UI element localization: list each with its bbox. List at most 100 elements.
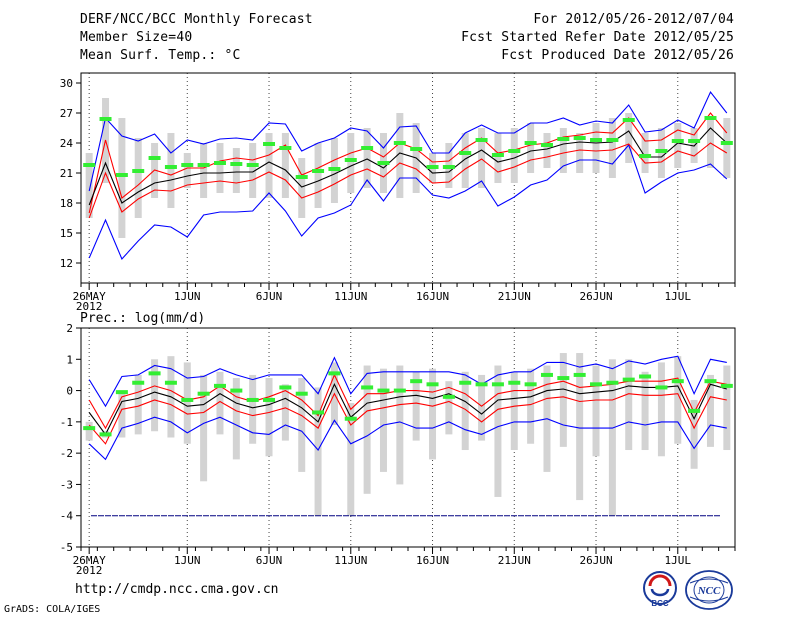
- prec-observed-mark: [426, 382, 439, 387]
- temp-observed-mark: [671, 139, 684, 143]
- prec-spread-box: [445, 381, 453, 435]
- temp-max-line: [88, 90, 728, 192]
- prec-x-tick-label: 26JUN: [579, 554, 612, 567]
- prec-spread-box: [608, 359, 616, 516]
- temp-observed-mark: [115, 173, 128, 177]
- prec-observed-mark: [590, 382, 603, 387]
- temp-spread-box: [281, 133, 289, 198]
- prec-spread-box: [690, 399, 698, 469]
- prec-spread-box: [347, 403, 355, 516]
- temp-spread-box: [543, 133, 551, 168]
- prec-observed-mark: [720, 383, 733, 388]
- prec-observed-mark: [688, 408, 701, 413]
- prec-observed-mark: [557, 376, 570, 381]
- temp-observed-mark: [688, 139, 701, 143]
- prec-observed-mark: [475, 382, 488, 387]
- prec-spread-box: [379, 368, 387, 472]
- temp-spread-box: [674, 123, 682, 168]
- prec-spread-box: [510, 371, 518, 451]
- temp-y-tick-label: 18: [60, 197, 73, 210]
- temp-observed-mark: [328, 167, 341, 171]
- prec-observed-mark: [246, 397, 259, 402]
- temp-y-tick-label: 24: [60, 137, 74, 150]
- temp-x-tick-label: 26JUN: [579, 290, 612, 303]
- prec-year-label: 2012: [76, 564, 103, 577]
- temp-spread-box: [576, 133, 584, 173]
- prec-x-tick-label: 1JUL: [665, 554, 692, 567]
- source-url[interactable]: http://cmdp.ncc.cma.gov.cn: [75, 582, 279, 597]
- temp-spread-box: [298, 158, 306, 218]
- prec-observed-mark: [148, 371, 161, 376]
- prec-mean-line: [88, 382, 727, 436]
- upper-panel-variable: Mean Surf. Temp.: °C: [80, 48, 241, 63]
- prec-spread-box: [723, 365, 731, 451]
- prec-spread-box: [527, 368, 535, 444]
- temp-observed-mark: [410, 147, 423, 151]
- temp-y-tick-label: 21: [60, 167, 73, 180]
- temp-x-tick-label: 1JUL: [665, 290, 692, 303]
- refer-date: Fcst Started Refer Date 2012/05/25: [461, 30, 734, 45]
- temp-observed-mark: [540, 143, 553, 147]
- temp-min-line: [88, 143, 728, 261]
- prec-spread-box: [592, 365, 600, 457]
- prec-observed-mark: [573, 372, 586, 377]
- temp-observed-mark: [426, 165, 439, 169]
- temp-observed-mark: [361, 146, 374, 150]
- prec-observed-mark: [230, 388, 243, 393]
- temp-spread-box: [232, 148, 240, 193]
- prec-observed-mark: [99, 432, 112, 437]
- temp-observed-mark: [213, 161, 226, 165]
- prec-observed-mark: [704, 379, 717, 384]
- prec-x-tick-label: 1JUN: [174, 554, 201, 567]
- temp-spread-box: [510, 128, 518, 183]
- temp-spread-box: [249, 143, 257, 198]
- prec-spread-box: [314, 387, 322, 516]
- prec-y-tick-label: -2: [60, 447, 73, 460]
- prec-observed-mark: [263, 397, 276, 402]
- prec-spread-box: [396, 365, 404, 485]
- prec-spread-box: [216, 371, 224, 435]
- prec-y-tick-label: 0: [66, 385, 73, 398]
- temp-spread-box: [396, 113, 404, 198]
- temp-mean-line: [88, 127, 728, 206]
- prec-spread-box: [183, 362, 191, 444]
- prec-plot-frame: [80, 327, 736, 548]
- prec-spread-box: [298, 378, 306, 472]
- svg-text:NCC: NCC: [697, 585, 721, 597]
- temp-y-tick-label: 27: [60, 107, 73, 120]
- prec-lower-line: [88, 392, 727, 445]
- prec-spread-box: [249, 374, 257, 444]
- temp-spread-box: [625, 113, 633, 163]
- temp-spread-box: [216, 143, 224, 193]
- temp-observed-mark: [590, 138, 603, 142]
- forecast-range: For 2012/05/26-2012/07/04: [533, 12, 734, 27]
- prec-observed-mark: [442, 394, 455, 399]
- temp-spread-box: [265, 133, 273, 198]
- temp-observed-mark: [148, 156, 161, 160]
- prec-spread-box: [625, 359, 633, 451]
- temp-spread-box: [592, 123, 600, 173]
- prec-spread-box: [657, 362, 665, 457]
- chart-title: DERF/NCC/BCC Monthly Forecast: [80, 12, 313, 27]
- prec-spread-box: [265, 378, 273, 457]
- prec-spread-box: [674, 356, 682, 444]
- prec-spread-box: [232, 378, 240, 460]
- lower-panel-variable: Prec.: log(mm/d): [80, 311, 205, 326]
- prec-spread-box: [576, 353, 584, 501]
- temp-observed-mark: [622, 118, 635, 122]
- temp-spread-box: [134, 138, 142, 218]
- temp-spread-box: [363, 128, 371, 188]
- temp-observed-mark: [459, 151, 472, 155]
- temp-spread-box: [200, 143, 208, 198]
- prec-observed-mark: [295, 391, 308, 396]
- temp-x-tick-label: 6JUN: [256, 290, 283, 303]
- prec-upper-line: [88, 373, 727, 430]
- prec-observed-mark: [639, 374, 652, 379]
- prec-observed-mark: [524, 382, 537, 387]
- prec-min-line: [88, 416, 727, 461]
- temp-spread-box: [85, 153, 93, 218]
- temp-observed-mark: [230, 162, 243, 166]
- prec-observed-mark: [279, 385, 292, 390]
- temp-observed-mark: [655, 149, 668, 153]
